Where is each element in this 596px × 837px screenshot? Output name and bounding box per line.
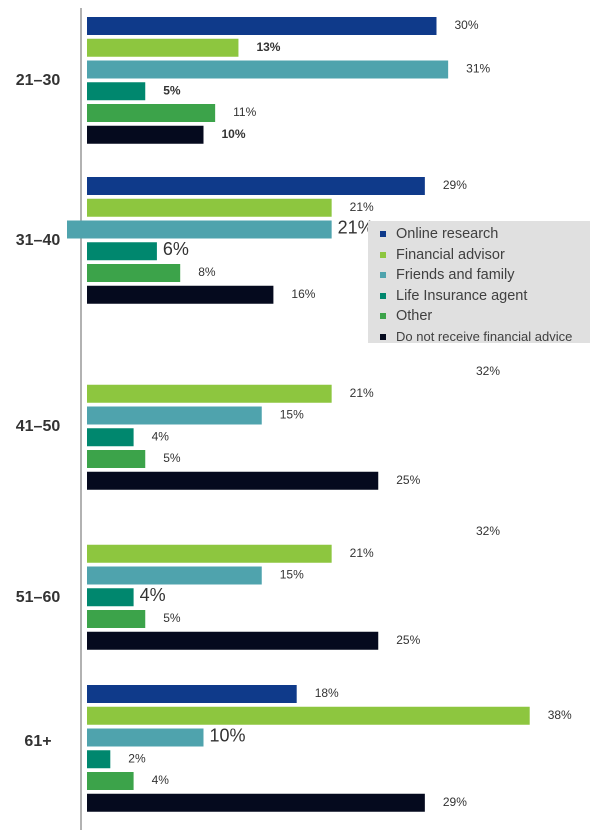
bars-layer — [67, 17, 530, 812]
legend-label: Do not receive financial advice — [396, 329, 573, 345]
bar — [87, 60, 449, 79]
value-label: 15% — [280, 408, 304, 422]
bar — [87, 198, 332, 217]
bar — [87, 38, 239, 57]
legend-item: Do not receive financial advice — [368, 327, 590, 348]
value-label: 11% — [233, 105, 256, 119]
value-label: 29% — [443, 178, 467, 192]
bar — [87, 610, 146, 628]
bar — [87, 264, 181, 282]
value-label: 5% — [163, 611, 181, 625]
value-label: 16% — [291, 287, 315, 301]
bar — [87, 384, 332, 403]
bar — [87, 242, 157, 261]
category-label: 51–60 — [16, 589, 61, 606]
bar — [67, 220, 332, 239]
value-label: 30% — [455, 18, 479, 32]
bar — [87, 566, 262, 585]
legend-item: Financial advisor — [368, 245, 590, 266]
legend-item: Life Insurance agent — [368, 286, 590, 307]
legend-label: Friends and family — [396, 267, 515, 284]
bar — [87, 631, 379, 650]
value-label: 21% — [350, 386, 374, 400]
bar — [87, 450, 146, 468]
bar — [87, 685, 297, 703]
value-label: 15% — [280, 568, 304, 582]
bar — [87, 428, 134, 447]
category-label: 61+ — [24, 733, 51, 750]
value-label: 32% — [476, 524, 500, 538]
value-label: 2% — [128, 751, 146, 765]
value-label: 21% — [350, 546, 374, 560]
value-label: 4% — [152, 429, 170, 443]
bar — [87, 588, 134, 607]
bar — [87, 17, 437, 35]
bar — [87, 125, 204, 144]
value-label: 5% — [163, 83, 181, 97]
value-label: 6% — [163, 239, 189, 259]
bar — [87, 177, 425, 195]
value-label: 25% — [396, 633, 420, 647]
value-label: 4% — [140, 585, 166, 605]
legend-swatch-icon — [380, 313, 386, 320]
value-label: 38% — [548, 708, 572, 722]
legend-label: Other — [396, 308, 433, 325]
bar — [87, 406, 262, 425]
legend-swatch-icon — [380, 272, 386, 279]
category-label: 31–40 — [16, 232, 61, 249]
category-label: 41–50 — [16, 418, 61, 435]
value-label: 4% — [152, 773, 170, 787]
legend-swatch-icon — [380, 292, 386, 299]
value-label: 21% — [350, 200, 374, 214]
value-label: 29% — [443, 795, 467, 809]
value-label: 18% — [315, 686, 339, 700]
value-label: 10% — [210, 725, 246, 745]
value-label: 32% — [476, 364, 500, 378]
bar — [87, 793, 425, 812]
value-label: 5% — [163, 451, 181, 465]
legend-swatch-icon — [380, 231, 386, 238]
legend-item: Online research — [368, 224, 590, 245]
legend: Online research Financial advisor Friends … — [368, 221, 590, 344]
bar — [87, 285, 274, 304]
bar — [87, 728, 204, 747]
legend-label: Life Insurance agent — [396, 287, 528, 304]
category-label: 21–30 — [16, 72, 61, 89]
bar — [87, 750, 111, 769]
value-label: 13% — [256, 40, 280, 54]
bar — [87, 104, 216, 122]
value-label: 25% — [396, 473, 420, 487]
bar — [87, 772, 134, 790]
value-label: 10% — [222, 127, 246, 141]
value-label: 8% — [198, 265, 216, 279]
bar — [87, 471, 379, 490]
legend-label: Online research — [396, 226, 499, 243]
value-label: 21% — [338, 217, 374, 237]
legend-label: Financial advisor — [396, 246, 505, 263]
bar — [87, 82, 146, 101]
legend-item: Friends and family — [368, 265, 590, 286]
legend-swatch-icon — [380, 251, 386, 258]
labels-layer: 30% 13% 31% 5% 11% 10% 29% 21% 21% 6% 8% 16% 32% 21% 1… — [128, 18, 572, 809]
legend-swatch-icon — [380, 333, 386, 340]
value-label: 31% — [466, 62, 490, 76]
bar — [87, 706, 530, 725]
legend-item: Other — [368, 306, 590, 327]
bar — [87, 544, 332, 563]
